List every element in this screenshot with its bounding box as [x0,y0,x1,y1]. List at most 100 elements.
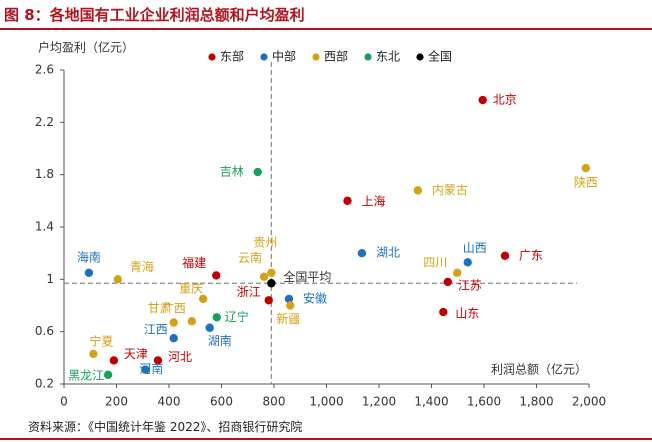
scatter-marker [205,323,214,332]
title-bar: 图 8：各地国有工业企业利润总额和户均盈利 [0,0,652,30]
data-label: 内蒙古 [432,182,468,197]
scatter-marker [443,277,452,287]
axes: 0.2 0.6 1 1.4 1.8 2.2 2.6 0 200 400 600 800 1,000 1,2… [35,40,606,409]
chart-title: 图 8：各地国有工业企业利润总额和户均盈利 [4,6,305,24]
data-point-central: 河南 [139,361,163,376]
data-point-northeast: 吉林 [220,165,262,179]
data-point-east: 上海 [343,193,386,208]
y-tick-label: 2.6 [35,63,54,77]
data-point-central: 海南 [77,249,101,277]
data-label: 广东 [519,248,543,262]
scatter-marker [357,248,367,258]
data-label: 湖北 [376,245,400,260]
x-tick-label: 200 [105,395,128,409]
data-label: 北京 [493,93,517,107]
data-label: 青海 [130,259,154,274]
y-tick-label: 2.2 [35,115,54,129]
scatter-marker [198,294,208,304]
legend-marker [208,53,216,61]
scatter-marker [478,95,487,105]
x-tick-label: 2,000 [572,395,606,409]
data-point-east: 北京 [478,93,517,107]
x-tick-label: 1,000 [309,395,343,409]
data-point-northeast: 黑龙江 [68,368,113,382]
legend-item-national: 全国 [416,49,452,64]
x-tick-label: 0 [60,395,68,409]
scatter-marker [264,296,273,305]
source-note: 资料来源：《中国统计年鉴 2022》、招商银行研究院 [28,420,303,434]
data-label: 山西 [463,241,487,255]
data-point-west: 陕西 [574,163,598,190]
data-point-west: 青海 [113,259,154,284]
legend-item-central: 中部 [260,49,296,64]
data-label: 广西 [162,302,186,316]
data-point-central: 安徽 [284,290,327,305]
legend-label: 中部 [272,49,296,64]
scatter-marker [500,251,510,260]
data-point-west: 贵州 [253,235,277,277]
scatter-marker [212,271,221,280]
bottom-rule [0,438,652,440]
scatter-marker [581,163,591,173]
scatter-marker [169,334,178,343]
scatter-marker [153,356,163,365]
data-label: 吉林 [220,165,244,179]
y-tick-label: 1 [46,272,54,286]
data-label: 河南 [139,361,163,376]
x-axis-title: 利润总额（亿元） [491,362,587,377]
data-label: 湖南 [208,333,232,348]
data-point-east: 山东 [439,307,479,321]
data-label: 浙江 [237,285,261,299]
data-point-northeast: 辽宁 [212,309,249,324]
legend-label: 东部 [220,49,244,64]
scatter-marker [103,370,113,380]
x-tick-label: 800 [263,395,286,409]
scatter-marker [284,294,294,304]
scatter-marker [453,268,462,277]
data-point-west: 宁夏 [89,333,113,359]
data-point-west: 内蒙古 [413,182,468,197]
legend-marker [416,53,424,61]
reference-lines [64,62,577,384]
data-point-west: 广西 [162,302,197,326]
x-tick-label: 1,200 [362,395,396,409]
data-point-west: 新疆 [276,301,300,326]
scatter-marker [141,365,150,374]
scatter-marker [343,196,352,206]
data-point-central: 湖南 [205,323,232,348]
scatter-marker [267,279,276,288]
legend-item-northeast: 东北 [364,50,400,64]
scatter-marker [113,275,123,284]
scatter-marker [253,167,262,177]
data-label: 河北 [168,350,192,364]
scatter-marker [267,268,276,277]
scatter-marker [169,318,178,327]
scatter-marker [439,307,448,317]
scatter-marker [109,356,119,365]
data-point-east: 河北 [153,350,192,365]
x-tick-label: 600 [210,395,233,409]
x-tick-label: 400 [158,395,181,409]
data-point-east: 浙江 [237,285,273,305]
data-point-central: 江西 [144,323,178,343]
data-point-west: 甘肃 [148,301,178,327]
scatter-marker [84,268,94,277]
legend-label: 西部 [324,49,348,64]
scatter-marker [286,301,295,310]
y-tick-label: 1.4 [35,220,54,234]
legend-item-west: 西部 [312,49,348,64]
data-label: 陕西 [574,175,598,190]
data-label: 黑龙江 [68,368,104,382]
data-label: 山东 [455,307,479,321]
data-point-east: 广东 [500,248,543,262]
legend: 东部 中部 西部 东北 全国 [208,49,452,64]
x-tick-label: 1,800 [519,395,553,409]
data-point-west: 云南 [238,250,269,281]
data-label: 江西 [144,323,168,337]
x-tick-label: 1,400 [414,395,448,409]
data-point-west: 重庆 [179,281,208,304]
data-point-east: 福建 [182,255,221,280]
x-tick-label: 1,600 [467,395,501,409]
